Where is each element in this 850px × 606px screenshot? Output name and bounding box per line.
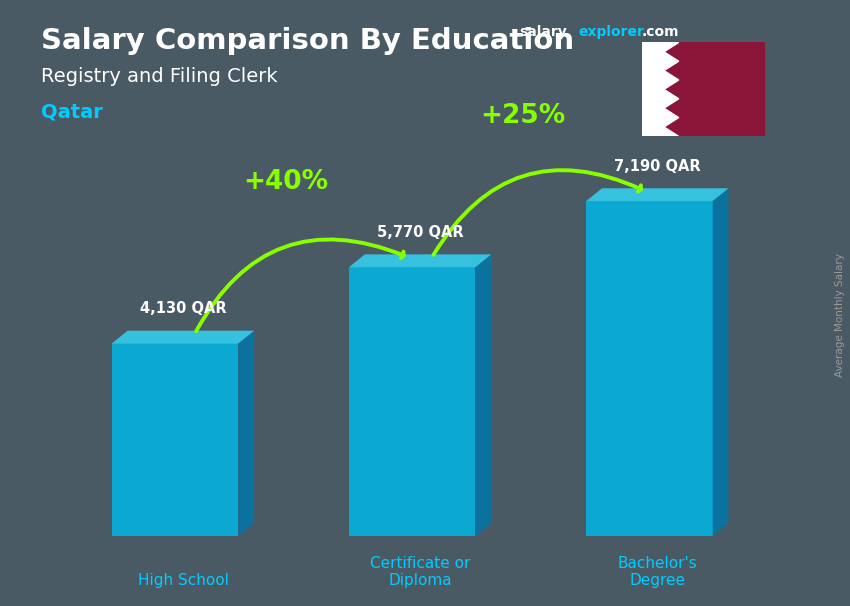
Text: High School: High School (138, 573, 229, 588)
Text: .com: .com (642, 25, 679, 39)
Text: 7,190 QAR: 7,190 QAR (614, 159, 700, 174)
Text: 4,130 QAR: 4,130 QAR (139, 301, 226, 316)
Text: +40%: +40% (243, 168, 328, 195)
Text: Registry and Filing Clerk: Registry and Filing Clerk (41, 67, 277, 87)
Text: salary: salary (519, 25, 567, 39)
Text: 5,770 QAR: 5,770 QAR (377, 225, 463, 240)
Polygon shape (475, 255, 491, 536)
Text: +25%: +25% (480, 102, 565, 128)
Text: explorer: explorer (578, 25, 644, 39)
Text: Qatar: Qatar (41, 102, 103, 121)
Polygon shape (112, 344, 238, 536)
Polygon shape (712, 188, 728, 536)
Text: Average Monthly Salary: Average Monthly Salary (835, 253, 845, 377)
Polygon shape (112, 331, 254, 344)
Polygon shape (349, 255, 491, 267)
Polygon shape (642, 42, 765, 136)
Polygon shape (586, 188, 728, 201)
Polygon shape (349, 267, 475, 536)
Text: Bachelor's
Degree: Bachelor's Degree (617, 556, 697, 588)
Polygon shape (642, 42, 678, 136)
Text: Salary Comparison By Education: Salary Comparison By Education (41, 27, 574, 55)
Polygon shape (238, 331, 254, 536)
Polygon shape (586, 201, 712, 536)
Text: Certificate or
Diploma: Certificate or Diploma (370, 556, 470, 588)
